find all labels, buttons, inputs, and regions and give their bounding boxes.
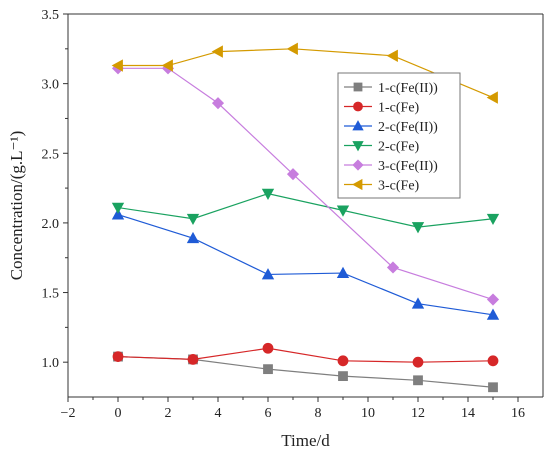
data-point xyxy=(111,59,123,72)
data-point xyxy=(261,268,275,280)
legend-item: 1-c(Fe) xyxy=(344,101,420,116)
legend-item: 2-c(Fe(II)) xyxy=(344,120,438,135)
series-line xyxy=(117,193,494,228)
legend-label: 3-c(Fe(II)) xyxy=(378,159,438,174)
series-line xyxy=(117,356,494,388)
x-tick-label: 4 xyxy=(215,406,222,421)
data-point xyxy=(187,353,199,365)
legend-marker xyxy=(352,159,364,171)
x-tick-label: 0 xyxy=(115,406,122,421)
y-tick-label: 3.5 xyxy=(42,8,60,23)
legend-label: 3-c(Fe) xyxy=(378,179,420,194)
data-point xyxy=(486,213,500,226)
data-point xyxy=(186,231,200,244)
data-point xyxy=(286,42,298,55)
x-tick-label: 2 xyxy=(165,406,172,421)
legend-marker xyxy=(353,101,363,112)
data-point xyxy=(336,205,350,217)
x-tick-label: −2 xyxy=(61,406,76,421)
y-tick-label: 2.0 xyxy=(42,217,60,232)
y-tick-label: 1.0 xyxy=(42,356,60,371)
data-point xyxy=(338,371,348,382)
x-tick-label: 8 xyxy=(315,406,322,421)
data-point xyxy=(111,208,125,220)
x-tick-label: 12 xyxy=(411,406,425,421)
legend-label: 2-c(Fe(II)) xyxy=(378,120,438,135)
legend-label: 1-c(Fe) xyxy=(378,101,420,116)
series-layer xyxy=(111,42,500,393)
series-line xyxy=(117,347,494,363)
data-point xyxy=(487,355,499,367)
legend-marker xyxy=(352,120,364,131)
series-line xyxy=(117,213,494,316)
legend: 1-c(Fe(II)) 1-c(Fe) 2-c(Fe(II)) 2-c(Fe) 3-c(… xyxy=(337,72,461,199)
legend-box xyxy=(337,72,461,199)
legend-item: 3-c(Fe(II)) xyxy=(344,159,438,174)
data-point xyxy=(488,382,498,393)
data-point xyxy=(486,91,498,104)
y-tick-label: 3.0 xyxy=(42,78,60,93)
data-point xyxy=(336,266,350,278)
x-axis-title: Time/d xyxy=(281,431,330,450)
data-point xyxy=(386,261,400,274)
data-point xyxy=(413,375,423,386)
y-tick-label: 2.5 xyxy=(42,147,60,162)
data-point xyxy=(262,342,274,354)
data-point xyxy=(263,364,273,375)
data-point xyxy=(412,356,424,368)
legend-item: 2-c(Fe) xyxy=(344,140,420,155)
data-point xyxy=(411,297,425,309)
data-point xyxy=(112,351,124,363)
legend-label: 1-c(Fe(II)) xyxy=(378,81,438,96)
data-point xyxy=(211,45,223,58)
x-ticks: −2 0 2 4 6 8 10 12 14 16 xyxy=(61,397,525,421)
x-tick-label: 6 xyxy=(265,406,272,421)
series-2-c(Fe(II)) xyxy=(111,208,500,320)
data-point xyxy=(411,222,425,234)
legend-item: 1-c(Fe(II)) xyxy=(344,81,438,96)
legend-marker xyxy=(352,141,364,152)
data-point xyxy=(486,308,500,320)
y-tick-label: 1.5 xyxy=(42,287,60,302)
data-point xyxy=(486,293,500,306)
data-point xyxy=(161,59,173,72)
x-tick-label: 16 xyxy=(511,406,525,421)
data-point xyxy=(186,213,200,226)
legend-marker xyxy=(353,82,363,92)
axes xyxy=(67,13,544,398)
data-point xyxy=(337,355,349,367)
data-point xyxy=(111,202,125,214)
y-ticks: 1.0 1.5 2.0 2.5 3.0 3.5 xyxy=(42,8,68,371)
legend-item: 3-c(Fe) xyxy=(344,179,420,194)
x-tick-label: 14 xyxy=(461,406,475,421)
y-axis-title: Concentration/(g.L⁻¹) xyxy=(7,131,26,281)
series-1-c(Fe) xyxy=(112,342,499,368)
legend-label: 2-c(Fe) xyxy=(378,140,420,155)
data-point xyxy=(261,188,275,200)
series-line xyxy=(118,48,494,99)
data-point xyxy=(286,168,300,181)
series-2-c(Fe) xyxy=(111,188,500,234)
series-3-c(Fe) xyxy=(111,42,498,104)
data-point xyxy=(386,49,398,62)
data-point xyxy=(211,97,225,110)
legend-marker xyxy=(352,178,363,191)
series-line xyxy=(118,67,494,301)
x-tick-label: 10 xyxy=(361,406,375,421)
